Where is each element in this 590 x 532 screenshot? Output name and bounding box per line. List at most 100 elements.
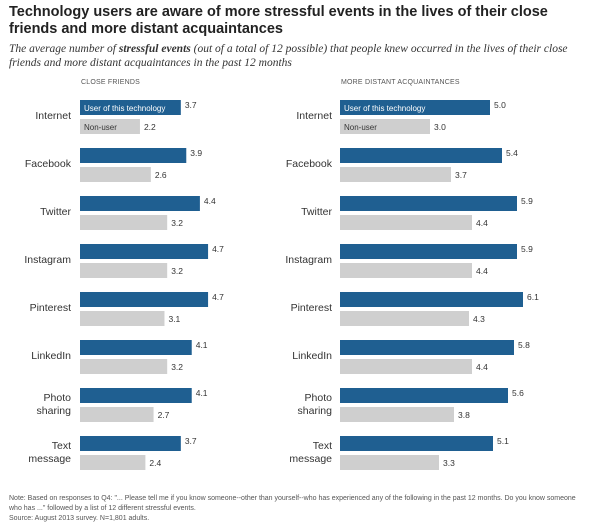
legend-nonuser-label: Non-user	[344, 123, 377, 132]
nonuser-bar	[340, 263, 472, 278]
category-label-line: sharing	[37, 405, 72, 417]
nonuser-value-label: 3.7	[455, 170, 467, 180]
category-label: Instagram	[285, 254, 332, 266]
chart-title: Technology users are aware of more stres…	[9, 4, 548, 37]
category-label: Instagram	[24, 254, 71, 266]
source-text: Source: August 2013 survey. N=1,801 adul…	[9, 515, 150, 522]
category-label: Facebook	[286, 158, 333, 170]
nonuser-bar	[340, 215, 472, 230]
category-label-line: message	[289, 453, 332, 465]
legend-nonuser-label: Non-user	[84, 123, 117, 132]
nonuser-bar	[80, 167, 151, 182]
category-label: Text message	[28, 440, 71, 465]
subtitle-pre: The average number of	[9, 43, 119, 55]
legend-user-label: User of this technology	[344, 104, 425, 113]
user-value-label: 4.4	[204, 196, 216, 206]
category-label: Photo sharing	[37, 392, 72, 417]
category-label-line: Facebook	[25, 158, 72, 170]
user-bar	[340, 388, 508, 403]
nonuser-value-label: 2.6	[155, 170, 167, 180]
user-value-label: 4.1	[196, 388, 208, 398]
nonuser-value-label: 4.4	[476, 362, 488, 372]
category-label-line: LinkedIn	[292, 350, 332, 362]
nonuser-value-label: 2.7	[158, 410, 170, 420]
user-value-label: 5.9	[521, 196, 533, 206]
nonuser-bar	[80, 263, 168, 278]
category-label-line: Twitter	[301, 206, 332, 218]
category-label-line: Twitter	[40, 206, 71, 218]
nonuser-value-label: 3.2	[171, 266, 183, 276]
nonuser-bar	[340, 407, 454, 422]
bar-chart: CLOSE FRIENDS Internet 3.7 2.2 User of this …	[24, 79, 539, 470]
user-bar	[80, 148, 187, 163]
user-value-label: 4.7	[212, 244, 224, 254]
nonuser-bar	[80, 359, 168, 374]
category-label: Internet	[35, 110, 71, 122]
user-bar	[80, 292, 209, 307]
user-value-label: 6.1	[527, 292, 539, 302]
user-value-label: 5.1	[497, 436, 509, 446]
user-value-label: 5.9	[521, 244, 533, 254]
chart-subtitle: The average number of stressful events (…	[9, 42, 569, 70]
category-label: Internet	[296, 110, 332, 122]
panel-title: CLOSE FRIENDS	[81, 79, 140, 86]
chart-footnote: Note: Based on responses to Q4: "... Ple…	[9, 494, 579, 524]
user-bar	[80, 340, 192, 355]
category-label-line: Internet	[296, 110, 332, 122]
subtitle-post: (out of a total of 12 possible) that peo…	[9, 43, 568, 69]
user-value-label: 5.0	[494, 100, 506, 110]
category-label: Pinterest	[30, 302, 72, 314]
panel-title: MORE DISTANT ACQUAINTANCES	[341, 79, 460, 86]
nonuser-bar	[340, 119, 430, 134]
category-label-line: message	[28, 453, 71, 465]
nonuser-bar	[80, 407, 154, 422]
user-bar	[80, 196, 200, 211]
nonuser-value-label: 2.2	[144, 122, 156, 132]
nonuser-value-label: 3.1	[168, 314, 180, 324]
category-label-line: Instagram	[24, 254, 71, 266]
category-label-line: Instagram	[285, 254, 332, 266]
category-label-line: Photo	[305, 392, 333, 404]
category-label: LinkedIn	[31, 350, 71, 362]
category-label-line: Facebook	[286, 158, 333, 170]
category-label: Text message	[289, 440, 332, 465]
nonuser-value-label: 4.4	[476, 266, 488, 276]
nonuser-bar	[80, 455, 146, 470]
user-value-label: 3.7	[185, 100, 197, 110]
nonuser-bar	[80, 311, 165, 326]
category-label: Photo sharing	[298, 392, 333, 417]
user-value-label: 4.7	[212, 292, 224, 302]
user-bar	[340, 148, 502, 163]
nonuser-bar	[80, 215, 168, 230]
user-bar	[340, 340, 514, 355]
category-label-line: Pinterest	[30, 302, 72, 314]
user-bar	[340, 292, 523, 307]
nonuser-bar	[340, 359, 472, 374]
category-label: Twitter	[40, 206, 71, 218]
nonuser-value-label: 3.0	[434, 122, 446, 132]
nonuser-bar	[340, 167, 451, 182]
user-value-label: 5.6	[512, 388, 524, 398]
legend-user-label: User of this technology	[84, 104, 165, 113]
category-label-line: Photo	[44, 392, 72, 404]
category-label: LinkedIn	[292, 350, 332, 362]
category-label: Pinterest	[291, 302, 333, 314]
user-bar	[80, 436, 181, 451]
nonuser-value-label: 3.2	[171, 218, 183, 228]
user-value-label: 5.4	[506, 148, 518, 158]
user-bar	[80, 100, 181, 115]
nonuser-value-label: 4.4	[476, 218, 488, 228]
user-bar	[80, 388, 192, 403]
nonuser-value-label: 2.4	[149, 458, 161, 468]
category-label-line: Internet	[35, 110, 71, 122]
nonuser-bar	[340, 455, 439, 470]
nonuser-value-label: 3.3	[443, 458, 455, 468]
subtitle-bold: stressful events	[118, 43, 191, 55]
user-bar	[340, 244, 517, 259]
category-label-line: Text	[52, 440, 71, 452]
user-bar	[340, 436, 493, 451]
nonuser-bar	[80, 119, 140, 134]
nonuser-bar	[340, 311, 469, 326]
category-label-line: LinkedIn	[31, 350, 71, 362]
user-value-label: 5.8	[518, 340, 530, 350]
